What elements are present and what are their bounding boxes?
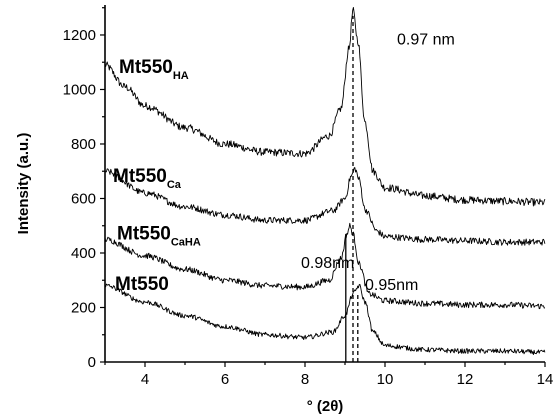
y-tick-label-400: 400 <box>71 245 96 262</box>
series-layer <box>104 6 546 356</box>
annotation-0: 0.97 nm <box>397 32 455 49</box>
series-label-1: Mt550Ca <box>113 166 182 191</box>
x-tick-label-10: 10 <box>377 371 394 388</box>
y-tick-label-200: 200 <box>71 299 96 316</box>
annotation-1: 0.98nm <box>301 255 354 272</box>
y-tick-label-800: 800 <box>71 136 96 153</box>
series-label-2: Mt550CaHA <box>117 223 201 248</box>
x-tick-label-6: 6 <box>221 371 229 388</box>
series-line-0 <box>104 6 546 207</box>
axes: 0 200 400 600 800 1000 1200 4 6 8 10 12 14 ° (2θ) Inte… <box>15 5 553 415</box>
x-tick-label-8: 8 <box>301 371 309 388</box>
x-axis-title: ° (2θ) <box>307 398 344 415</box>
x-tick-label-12: 12 <box>457 371 474 388</box>
series-label-0: Mt550HA <box>119 57 189 82</box>
y-tick-label-1200: 1200 <box>63 27 96 44</box>
series-line-2 <box>104 222 546 310</box>
reference-lines <box>345 15 359 362</box>
annotation-2: 0.95nm <box>365 277 418 294</box>
series-line-3 <box>104 283 546 356</box>
y-axis-title: Intensity (a.u.) <box>15 133 32 235</box>
y-tick-label-1000: 1000 <box>63 81 96 98</box>
series-label-3: Mt550 <box>115 274 169 295</box>
y-tick-label-0: 0 <box>88 354 96 371</box>
series-line-1 <box>104 167 546 246</box>
x-tick-label-4: 4 <box>141 371 149 388</box>
labels: Mt550HA Mt550Ca Mt550CaHA Mt550 0.97 nm 0.98n… <box>113 32 455 295</box>
x-tick-label-14: 14 <box>537 371 554 388</box>
y-tick-label-600: 600 <box>71 190 96 207</box>
